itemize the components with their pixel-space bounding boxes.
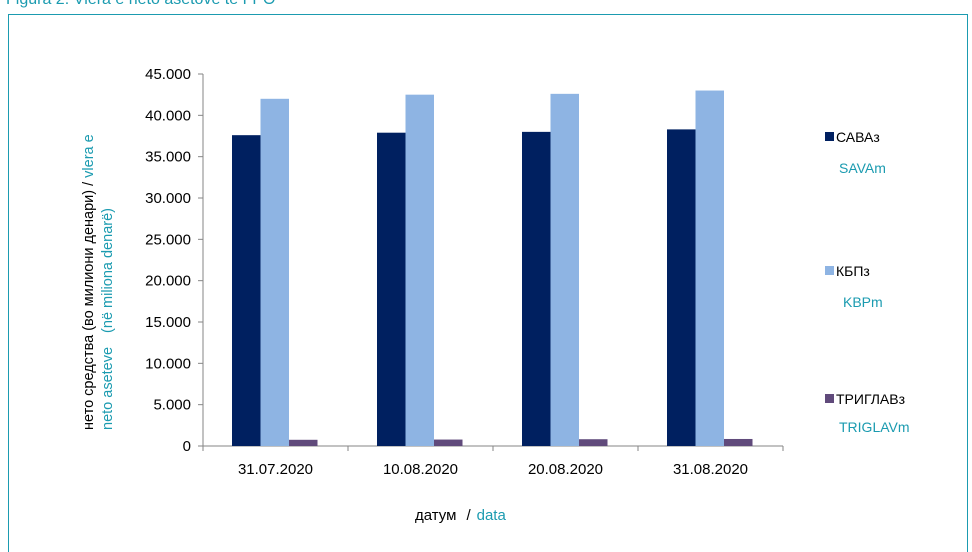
- legend-swatch-kbp: [825, 266, 834, 276]
- y-tick-label: 30.000: [145, 190, 191, 207]
- legend-label-triglav: ТРИГЛАВз: [836, 390, 906, 407]
- bar-kbp: [695, 90, 724, 447]
- bar-triglav: [579, 439, 608, 446]
- y-tick-label: 15.000: [145, 314, 191, 331]
- y-tick-label: 0: [183, 438, 191, 455]
- y-tick-label: 35.000: [145, 149, 191, 166]
- bar-kbp: [405, 94, 434, 447]
- legend-alt-triglav: TRIGLAVm: [839, 419, 910, 435]
- bar-sava: [667, 129, 696, 447]
- legend-item-sava: САВАз: [825, 128, 880, 146]
- figure-frame: [8, 14, 968, 552]
- x-axis-label-mk: датум: [415, 507, 457, 524]
- x-axis-label-sq: data: [476, 507, 506, 524]
- bar-triglav: [724, 438, 753, 446]
- bar-sava: [522, 131, 551, 446]
- y-tick-label: 10.000: [145, 355, 191, 372]
- y-tick-label: 5.000: [153, 397, 191, 414]
- legend-alt-sava: SAVAm: [839, 160, 886, 176]
- x-tick-label: 20.08.2020: [528, 461, 603, 478]
- x-axis-label-separator: /: [466, 507, 471, 524]
- legend-alt-kbp: KBPm: [843, 294, 883, 310]
- y-tick-label: 25.000: [145, 231, 191, 248]
- bar-triglav: [289, 439, 318, 446]
- bar-sava: [232, 135, 261, 446]
- y-tick-label: 40.000: [145, 107, 191, 124]
- legend-item-kbp: КБПз: [825, 262, 870, 280]
- legend-item-triglav: ТРИГЛАВз: [825, 390, 905, 408]
- y-tick-label: 45.000: [145, 66, 191, 83]
- x-tick-label: 10.08.2020: [383, 461, 458, 478]
- bar-sava: [377, 132, 406, 446]
- bar-kbp: [550, 93, 579, 446]
- bar-triglav: [434, 439, 463, 446]
- legend-swatch-triglav: [825, 394, 834, 404]
- legend-label-kbp: КБПз: [836, 262, 870, 279]
- legend-swatch-sava: [825, 132, 834, 142]
- figure-title: Figura 2: Vlera e neto asetove të FPO: [6, 0, 275, 9]
- bar-kbp: [260, 98, 289, 447]
- y-tick-label: 20.000: [145, 273, 191, 290]
- legend-label-sava: САВАз: [836, 128, 880, 145]
- x-tick-label: 31.07.2020: [238, 461, 313, 478]
- x-axis-label: датум / data: [415, 507, 506, 524]
- x-tick-label: 31.08.2020: [673, 461, 748, 478]
